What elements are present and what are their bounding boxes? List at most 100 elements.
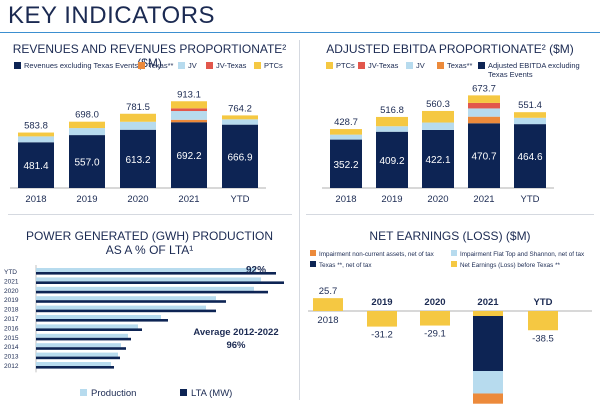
bar-net-earnings-loss-before-texas-2021: [473, 311, 503, 316]
bar-lta-2012: [36, 366, 114, 369]
ytd-percent-label: 92%: [246, 265, 266, 276]
y-tick-2017: 2017: [4, 316, 19, 323]
vertical-divider: [299, 40, 300, 400]
bar-production-2020: [36, 286, 254, 291]
bar-adjusted-ebitda-excluding-texas-events-ytd: [514, 124, 546, 188]
legend-swatch-adjusted-ebitda-excluding-texas-events: [478, 62, 485, 69]
x-tick-2020: 2020: [127, 194, 148, 205]
bar-net-earnings-loss-before-texas-2019: [367, 311, 397, 327]
legend-label-ptcs: PTCs: [336, 61, 355, 70]
legend-label-jv: JV: [416, 61, 425, 70]
legend-swatch-revenues-excluding-texas-events: [14, 62, 21, 69]
inner-label-2020: 422.1: [425, 155, 450, 166]
legend-label-texas: Texas**: [148, 61, 174, 70]
legend-label-jv: JV: [188, 61, 197, 70]
total-label-2019: -31.2: [371, 330, 393, 341]
bar-jv-2020: [120, 121, 156, 130]
bar-lta-ytd: [36, 272, 276, 275]
bar-production-2015: [36, 333, 128, 338]
y-tick-ytd: YTD: [4, 269, 17, 276]
x-tick-ytd: YTD: [231, 194, 250, 205]
bar-ptcs-2020: [120, 113, 156, 122]
ebitda-panel: ADJUSTED EBITDA PROPORTIONATE² ($M) PTCs…: [300, 36, 600, 214]
bar-revenues-excluding-texas-events-ytd: [222, 124, 258, 188]
x-tick-2018: 2018: [335, 194, 356, 205]
bar-ptcs-2019: [376, 116, 408, 127]
bar-ptcs-2020: [422, 110, 454, 123]
legend-label-impairment-flat-top-and-shannon-net-of-tax: Impairment Flat Top and Shannon, net of …: [460, 251, 585, 258]
legend-swatch-ptcs: [254, 62, 261, 69]
x-tick-2020: 2020: [427, 194, 448, 205]
total-label-ytd: 551.4: [518, 100, 542, 111]
inner-label-2019: 557.0: [74, 158, 99, 169]
bar-ptcs-2018: [330, 129, 362, 135]
bar-adjusted-ebitda-excluding-texas-events-2020: [422, 129, 454, 188]
legend-swatch-ptcs: [326, 62, 333, 69]
total-label-2020: -29.1: [424, 329, 446, 340]
inner-label-2018: 481.4: [23, 161, 48, 172]
average-annotation-line2: 96%: [226, 340, 246, 351]
y-tick-2014: 2014: [4, 344, 19, 351]
y-tick-2019: 2019: [4, 297, 19, 304]
bar-texas-2021: [171, 119, 207, 123]
ebitda-chart-title: ADJUSTED EBITDA PROPORTIONATE² ($M): [326, 42, 574, 56]
total-label-2018: 428.7: [334, 117, 358, 128]
y-tick-2016: 2016: [4, 325, 19, 332]
bar-jv-2018: [330, 134, 362, 140]
bar-production-ytd: [36, 268, 256, 272]
bar-production-2013: [36, 352, 118, 357]
bar-revenues-excluding-texas-events-2019: [69, 135, 105, 188]
x-tick-ytd: YTD: [521, 194, 540, 205]
bar-impairment-flat-top-and-shannon-net-of-tax-2021: [473, 371, 503, 394]
x-tick-2021: 2021: [477, 297, 499, 308]
bar-net-earnings-loss-before-texas-ytd: [528, 311, 558, 331]
bar-lta-2013: [36, 356, 120, 360]
total-label-2021: 673.7: [472, 83, 496, 94]
bar-lta-2018: [36, 309, 216, 313]
bar-jv-2020: [422, 122, 454, 130]
legend-swatch-impairment-flat-top-and-shannon-net-of-tax: [451, 250, 457, 256]
bar-net-earnings-loss-before-texas-2018: [313, 298, 343, 311]
production-chart: YTD 2021 2020 2019 2018 2017 2016 2015 2014 2013 2…: [4, 265, 284, 399]
bar-adjusted-ebitda-excluding-texas-events-2018: [330, 139, 362, 188]
bar-production-2014: [36, 343, 121, 348]
bar-revenues-excluding-texas-events-2020: [120, 129, 156, 188]
bar-production-2021: [36, 277, 261, 282]
horizontal-divider-left: [8, 214, 292, 215]
bar-ptcs-2021: [171, 101, 207, 109]
legend-swatch-jv-texas: [206, 62, 213, 69]
bar-production-2017: [36, 315, 161, 319]
total-label-2021: 913.1: [177, 89, 201, 100]
bar-lta-2015: [36, 337, 131, 341]
bar-lta-2014: [36, 347, 126, 350]
bar-jv-ytd: [222, 119, 258, 125]
bar-jv-2019: [69, 128, 105, 136]
bar-ptcs-2018: [18, 132, 54, 137]
total-label-2019: 516.8: [380, 105, 404, 116]
total-label-ytd: -38.5: [532, 333, 554, 344]
bar-ptcs-2019: [69, 121, 105, 129]
inner-label-2021: 470.7: [471, 152, 496, 163]
bar-production-2012: [36, 362, 111, 366]
x-tick-2018: 2018: [25, 194, 46, 205]
bar-jv-texas-2021: [468, 102, 500, 109]
legend-label-net-earnings-loss-before-texas: Net Earnings (Loss) before Texas **: [460, 262, 561, 269]
bar-lta-2021: [36, 281, 284, 284]
y-tick-2012: 2012: [4, 363, 19, 370]
bar-net-earnings-loss-before-texas-2020: [420, 311, 450, 326]
x-tick-2020: 2020: [424, 297, 445, 308]
y-tick-2018: 2018: [4, 307, 19, 314]
net-earnings-panel: NET EARNINGS (LOSS) ($M) Impairment non-…: [300, 215, 600, 407]
inner-label-2020: 613.2: [125, 155, 150, 166]
production-panel: POWER GENERATED (GWH) PRODUCTION AS A % …: [0, 215, 299, 407]
inner-label-2019: 409.2: [379, 156, 404, 167]
legend-swatch-jv-texas: [358, 62, 365, 69]
y-tick-2015: 2015: [4, 335, 19, 342]
bar-jv-2019: [376, 126, 408, 132]
legend-label-lta: LTA (MW): [191, 388, 232, 399]
legend-swatch-texas-net-of-tax: [310, 261, 316, 267]
bar-production-2019: [36, 296, 216, 301]
bar-texas-net-of-tax-2021: [473, 316, 503, 371]
bar-lta-2016: [36, 328, 142, 331]
legend-label-production: Production: [91, 388, 136, 399]
